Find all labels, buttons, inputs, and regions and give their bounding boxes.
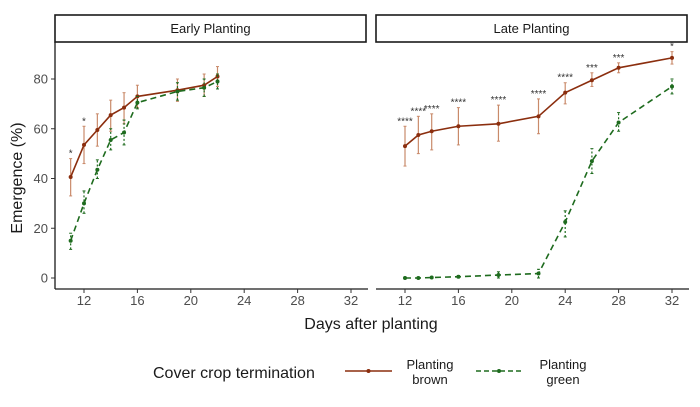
data-point: [429, 129, 434, 134]
legend-key-green-point: [497, 369, 501, 373]
data-point: [496, 121, 501, 126]
panel-title: Early Planting: [170, 21, 250, 36]
data-point: [68, 175, 73, 180]
data-point: [589, 159, 594, 164]
legend-title: Cover crop termination: [153, 365, 315, 382]
y-tick-label: 0: [41, 271, 48, 286]
legend-label-brown-line1: Planting: [407, 357, 454, 372]
legend-label-green-line1: Planting: [540, 357, 587, 372]
legend-label-brown-line2: brown: [412, 372, 447, 387]
series-line: [404, 57, 673, 147]
significance-label: ***: [613, 53, 625, 64]
data-point: [403, 144, 407, 149]
data-point: [403, 276, 407, 280]
y-axis-title: Emergence (%): [9, 122, 26, 233]
x-tick-label: 24: [237, 293, 251, 308]
data-point: [670, 84, 674, 89]
series-line: [405, 85, 673, 279]
x-tick-label: 32: [344, 293, 358, 308]
series-planting-green: [403, 78, 674, 280]
panel-strip: [54, 14, 367, 43]
legend-key-brown-point: [366, 369, 371, 373]
y-tick-label: 40: [34, 171, 48, 186]
legend-label-green-line2: green: [546, 372, 579, 387]
legend-entry-planting-brown: Planting brown: [345, 357, 453, 387]
data-point: [95, 127, 100, 132]
data-point: [82, 142, 86, 147]
x-tick-label: 32: [665, 293, 679, 308]
data-point: [496, 273, 501, 278]
data-point: [616, 120, 621, 125]
data-point: [536, 114, 541, 119]
y-axis: 0 20 40 60 80: [34, 42, 56, 289]
significance-label: ****: [411, 106, 427, 117]
x-tick-label: 28: [290, 293, 304, 308]
x-tick-label: 16: [451, 293, 465, 308]
data-point: [616, 65, 621, 70]
significance-label: *: [82, 116, 86, 127]
series-planting-brown: **************** *******************: [397, 42, 674, 167]
data-point: [416, 132, 421, 137]
y-tick-label: 60: [34, 121, 48, 136]
data-point: [589, 78, 594, 83]
data-point: [202, 85, 207, 90]
significance-label: ****: [424, 104, 440, 115]
significance-label: ****: [397, 116, 413, 127]
series-planting-green: [68, 73, 220, 250]
legend: Cover crop termination Planting brown Pl…: [153, 357, 586, 387]
series-line: [69, 80, 218, 241]
significance-label: *: [69, 149, 73, 160]
significance-label: *: [670, 42, 674, 53]
data-point: [175, 89, 180, 94]
data-point: [429, 275, 434, 280]
data-point: [416, 276, 421, 280]
data-point: [456, 124, 461, 129]
x-tick-label: 28: [611, 293, 625, 308]
data-point: [135, 100, 140, 105]
panel-title: Late Planting: [494, 21, 570, 36]
data-point: [215, 79, 220, 84]
x-tick-label: 20: [184, 293, 198, 308]
data-point: [82, 201, 86, 206]
data-point: [122, 130, 127, 135]
data-point: [108, 137, 113, 142]
data-point: [563, 220, 568, 225]
x-tick-label: 12: [398, 293, 412, 308]
significance-label: ****: [531, 89, 547, 100]
data-point: [122, 105, 127, 110]
x-tick-label: 12: [77, 293, 91, 308]
series-line: [69, 75, 218, 178]
significance-label: ***: [586, 63, 598, 74]
data-point: [563, 90, 568, 95]
significance-label: ****: [491, 95, 507, 106]
y-tick-label: 20: [34, 221, 48, 236]
series-planting-brown: **: [68, 66, 220, 197]
data-point: [670, 55, 674, 60]
panel-strip: [375, 14, 688, 43]
x-tick-label: 24: [558, 293, 572, 308]
legend-entry-planting-green: Planting green: [476, 357, 586, 387]
data-point: [68, 238, 73, 243]
data-point: [536, 271, 541, 276]
significance-label: ****: [557, 73, 573, 84]
data-point: [95, 167, 100, 172]
data-point: [108, 113, 113, 118]
x-tick-label: 16: [130, 293, 144, 308]
significance-label: ****: [451, 98, 467, 109]
x-axis-title: Days after planting: [304, 316, 437, 333]
x-tick-label: 20: [505, 293, 519, 308]
data-point: [456, 274, 461, 279]
y-tick-label: 80: [34, 72, 48, 87]
